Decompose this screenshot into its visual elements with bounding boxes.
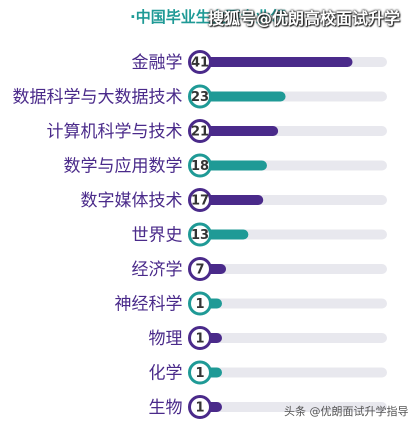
chart-title: ·中国毕业生主要专业领 bbox=[130, 6, 286, 27]
value-badge bbox=[188, 257, 212, 281]
overlay-watermark-text: 搜狐号@优朗高校面试升学 bbox=[208, 9, 401, 28]
bar-track bbox=[200, 333, 387, 343]
value-badge bbox=[188, 153, 212, 178]
category-label: 神经科学 bbox=[115, 295, 183, 315]
data-label: 13 bbox=[191, 228, 209, 243]
bar-track bbox=[200, 264, 387, 274]
value-badge bbox=[188, 360, 212, 385]
bar-track bbox=[200, 402, 387, 412]
bar bbox=[200, 126, 279, 136]
category-label: 经济学 bbox=[132, 260, 183, 280]
data-label: 7 bbox=[195, 263, 204, 278]
bar bbox=[200, 195, 264, 205]
category-label: 数学与应用数学 bbox=[64, 157, 183, 177]
title-bullet: · bbox=[130, 8, 136, 26]
chart-title-text: 中国毕业生主要专业领 bbox=[135, 8, 286, 26]
category-label: 世界史 bbox=[132, 226, 183, 246]
data-label: 18 bbox=[191, 159, 209, 174]
value-badge bbox=[188, 84, 212, 109]
category-label: 生物 bbox=[149, 398, 183, 418]
value-badge bbox=[188, 222, 212, 247]
data-label: 21 bbox=[191, 125, 209, 140]
bar bbox=[200, 57, 353, 67]
data-label: 17 bbox=[191, 194, 209, 209]
value-badge bbox=[188, 188, 212, 212]
category-label: 金融学 bbox=[132, 53, 183, 73]
value-badge bbox=[188, 50, 212, 74]
value-badge bbox=[188, 326, 212, 350]
footer-watermark: 头条 @优朗面试升学指导 bbox=[284, 405, 409, 418]
data-label: 1 bbox=[195, 297, 204, 312]
bar bbox=[200, 229, 249, 240]
data-label: 1 bbox=[195, 401, 204, 416]
bar-track bbox=[200, 367, 387, 378]
bar bbox=[200, 91, 286, 102]
data-label: 1 bbox=[195, 332, 204, 347]
data-label: 1 bbox=[195, 366, 204, 381]
category-label: 数字媒体技术 bbox=[81, 191, 183, 211]
category-label: 数据科学与大数据技术 bbox=[13, 88, 183, 108]
data-label: 23 bbox=[191, 90, 209, 105]
category-label: 物理 bbox=[149, 329, 183, 349]
bar-track bbox=[200, 298, 387, 309]
value-badge bbox=[188, 395, 212, 419]
value-badge bbox=[188, 119, 212, 143]
value-badge bbox=[188, 291, 212, 316]
data-label: 41 bbox=[191, 56, 209, 71]
bar bbox=[200, 160, 267, 171]
category-label: 计算机科学与技术 bbox=[47, 122, 183, 142]
category-label: 化学 bbox=[149, 364, 183, 384]
